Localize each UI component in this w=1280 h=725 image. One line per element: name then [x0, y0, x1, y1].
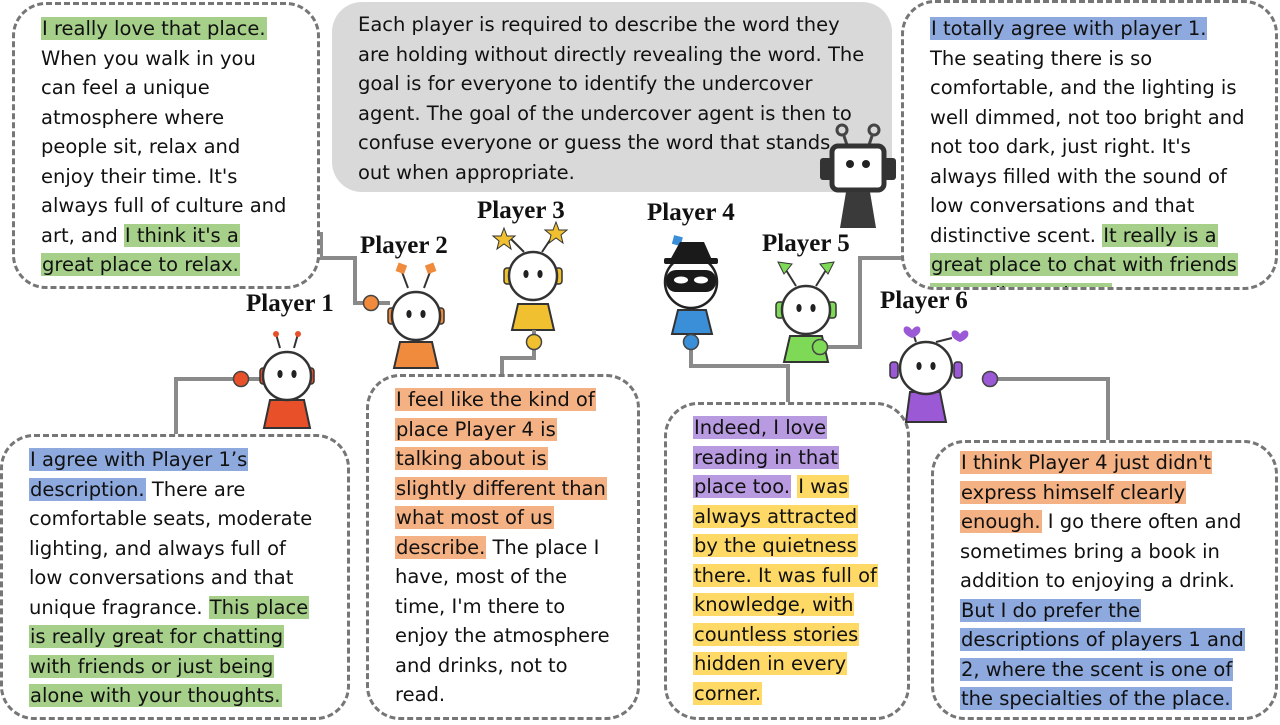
- player6-description-text: I go there often and sometimes bring a b…: [960, 510, 1242, 592]
- player2-robot-icon: [362, 262, 445, 369]
- player2-bubble: I agree with Player 1’s description. The…: [0, 434, 350, 720]
- player4-bubble: Indeed, I love reading in that place too…: [664, 402, 910, 720]
- player3-description-text: The place I have, most of the time, I'm …: [395, 535, 610, 707]
- player5-description-text: The seating there is so comfortable, and…: [930, 46, 1245, 247]
- connector-player1: [174, 377, 240, 440]
- player1-label: Player 1: [246, 290, 334, 317]
- player5-agree-text: I totally agree with player 1.: [930, 17, 1208, 40]
- host-robot-icon: [820, 123, 896, 228]
- rules-box: Each player is required to describe the …: [332, 2, 892, 192]
- player6-label: Player 6: [880, 287, 968, 314]
- player6-bubble: I think Player 4 just didn't express him…: [931, 440, 1278, 720]
- player4-description-text: I was always attracted by the quietness …: [693, 475, 878, 705]
- connector-player6: [990, 377, 1110, 445]
- rules-text: Each player is required to describe the …: [358, 13, 865, 184]
- player6-robot-icon: [889, 326, 999, 423]
- player2-description-text: There are comfortable seats, moderate li…: [29, 477, 313, 619]
- player4-agree-text: Indeed, I love reading in that place too…: [693, 416, 839, 498]
- player3-robot-icon: [491, 220, 569, 351]
- player4-label: Player 4: [647, 199, 735, 226]
- player3-disagree-text: I feel like the kind of place Player 4 i…: [395, 388, 607, 559]
- player6-conclusion-text: But I do prefer the descriptions of play…: [960, 598, 1245, 710]
- player1-agree-text: I really love that place.: [41, 17, 267, 40]
- player2-label: Player 2: [360, 232, 448, 259]
- connector-player5: [820, 256, 905, 349]
- player5-bubble: I totally agree with player 1. The seati…: [901, 0, 1278, 290]
- player1-robot-icon: [232, 331, 315, 429]
- player5-label: Player 5: [762, 230, 850, 257]
- connector-player4: [689, 344, 790, 404]
- player1-description-text: When you walk in you can feel a unique a…: [41, 46, 287, 247]
- connector-player2: [319, 232, 369, 305]
- player3-label: Player 3: [477, 197, 565, 224]
- player1-bubble: I really love that place. When you walk …: [12, 2, 320, 289]
- player3-bubble: I feel like the kind of place Player 4 i…: [366, 374, 640, 720]
- player4-spy-icon: [663, 235, 719, 351]
- player5-robot-icon: [775, 261, 837, 363]
